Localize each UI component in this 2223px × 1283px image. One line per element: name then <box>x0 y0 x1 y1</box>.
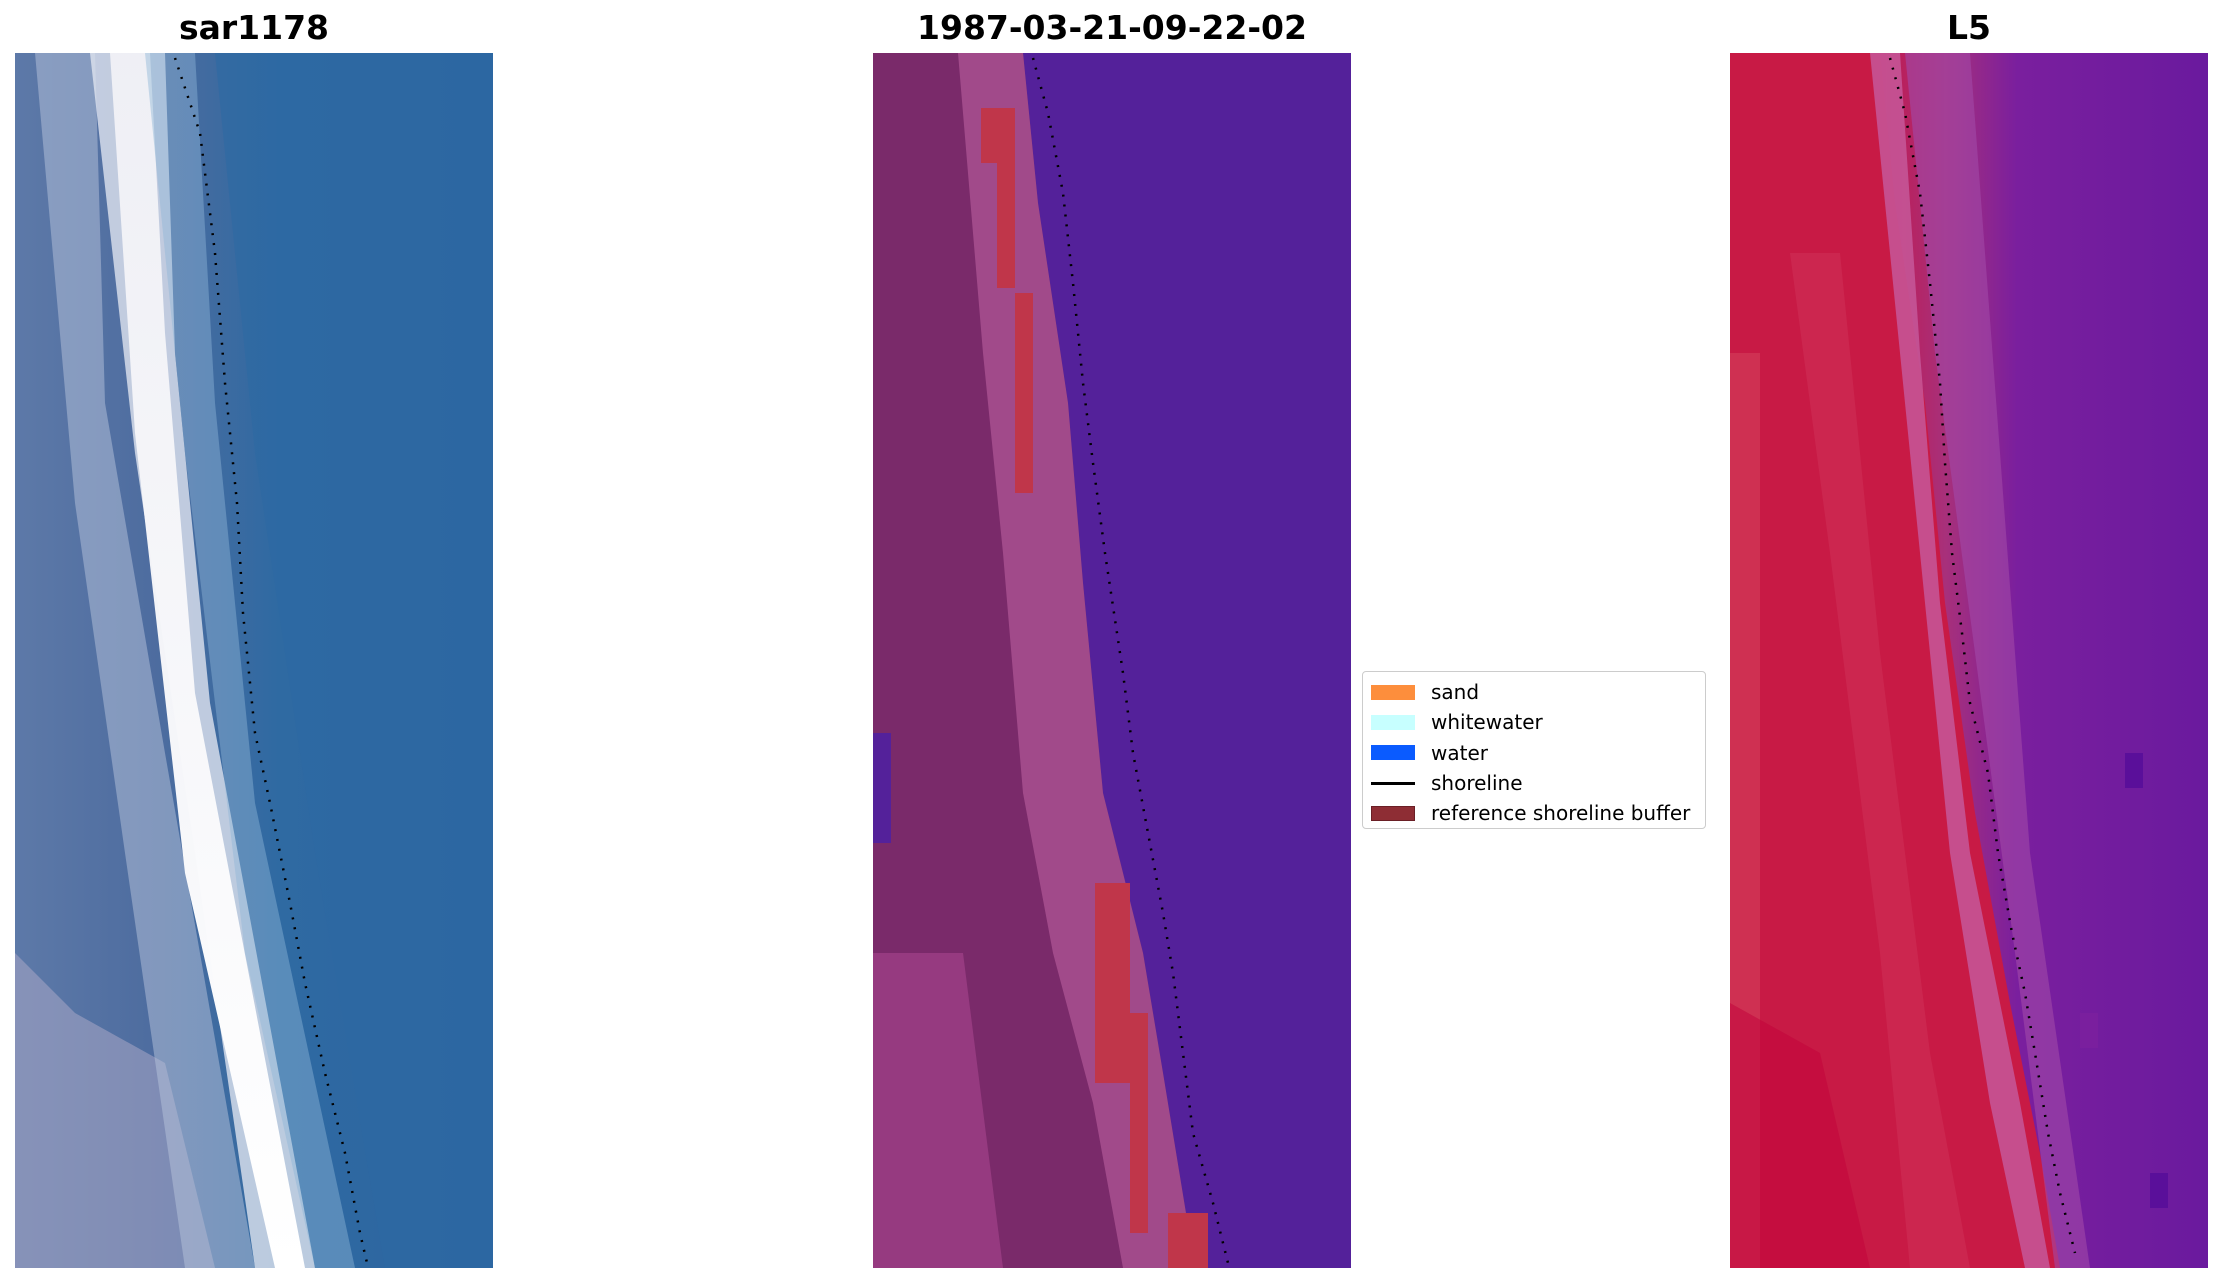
legend-label-shoreline: shoreline <box>1431 771 1523 796</box>
legend-label-reference-buffer: reference shoreline buffer <box>1431 801 1691 826</box>
classification-image <box>873 53 1351 1268</box>
legend: sand whitewater water shoreline referenc… <box>1362 671 1706 829</box>
panel-title-right: L5 <box>1947 8 1991 47</box>
legend-line-shoreline <box>1371 781 1415 785</box>
sar-rgb-image <box>15 53 493 1268</box>
legend-item-shoreline: shoreline <box>1371 768 1697 798</box>
legend-label-whitewater: whitewater <box>1431 710 1543 735</box>
panel-title-middle: 1987-03-21-09-22-02 <box>917 8 1307 47</box>
legend-label-water: water <box>1431 740 1488 765</box>
legend-label-sand: sand <box>1431 680 1480 705</box>
legend-item-water: water <box>1371 738 1697 768</box>
legend-swatch-sand <box>1371 684 1415 700</box>
legend-swatch-reference-buffer <box>1371 805 1415 821</box>
legend-swatch-water <box>1371 745 1415 761</box>
panel-title-left: sar1178 <box>178 8 330 47</box>
legend-item-whitewater: whitewater <box>1371 707 1697 737</box>
l5-image <box>1730 53 2208 1268</box>
legend-item-sand: sand <box>1371 677 1697 707</box>
legend-item-reference-buffer: reference shoreline buffer <box>1371 798 1697 828</box>
legend-swatch-whitewater <box>1371 714 1415 730</box>
